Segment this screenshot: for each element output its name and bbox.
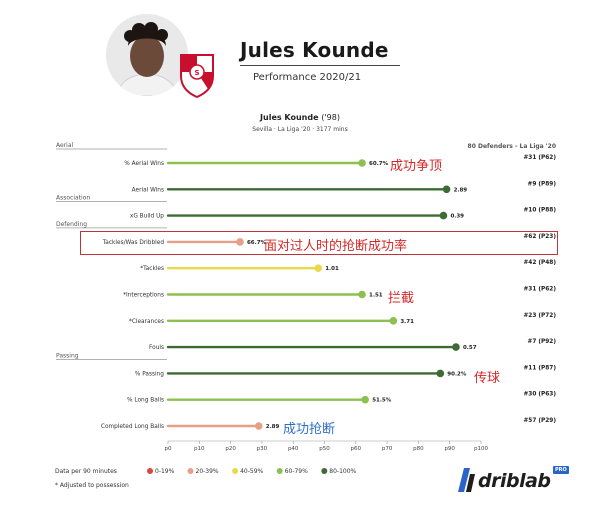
group-label: Aerial (56, 142, 74, 149)
rank-label: #31 (P62) (523, 287, 556, 293)
x-tick-label: p30 (257, 446, 268, 452)
annotation-interceptions: 拦截 (388, 291, 415, 306)
value-label: 0.39 (450, 214, 464, 220)
bar-end-dot (236, 238, 244, 246)
value-label: 90.2% (447, 371, 467, 377)
row-label: Aerial Wins (132, 187, 164, 193)
rank-label: #7 (P92) (527, 339, 556, 345)
annotation-completed-long-balls: 成功抢断 (283, 422, 336, 437)
annotation-passing: 传球 (474, 371, 501, 386)
legend-swatch (276, 468, 283, 474)
note-per90: Data per 90 minutes (55, 468, 117, 475)
value-label: 2.89 (454, 187, 468, 193)
value-label: 2.89 (266, 424, 280, 430)
legend-swatch (232, 468, 239, 474)
rank-label: #23 (P72) (523, 313, 556, 319)
row-label: Fouls (149, 345, 164, 351)
legend-label: 80-100% (329, 468, 356, 475)
group-label: Defending (56, 221, 87, 228)
rank-label: #31 (P62) (523, 155, 556, 161)
x-tick-label: p80 (413, 446, 424, 452)
row-label: % Long Balls (127, 398, 164, 404)
annotation-aerial-wins: 成功争顶 (390, 159, 443, 174)
bar-end-dot (314, 264, 323, 273)
driblab-logo-text: driblab (478, 470, 551, 492)
header-divider (240, 65, 400, 66)
x-tick-label: p90 (444, 446, 455, 452)
chart-player-name: Jules Kounde (260, 113, 319, 122)
x-tick-label: p0 (165, 446, 172, 452)
annotation-tackles-dribbled: 面对过人时的抢断成功率 (264, 239, 408, 254)
player-name-title: Jules Kounde (240, 38, 389, 62)
row-label: % Passing (135, 371, 164, 377)
highlight-box (80, 231, 558, 255)
rank-label: #30 (P63) (523, 392, 556, 398)
group-label: Association (56, 195, 90, 202)
sevilla-crest-icon: S (178, 52, 216, 99)
legend-swatch (321, 468, 328, 474)
rank-label: #10 (P88) (523, 208, 556, 214)
bar-end-dot (439, 211, 448, 220)
note-adjusted: * Adjusted to possession (55, 482, 129, 489)
bar-end-dot (254, 422, 263, 430)
group-label: Passing (56, 352, 79, 359)
bar-end-dot (361, 395, 369, 404)
x-tick-label: p20 (225, 446, 236, 452)
bar-end-dot (436, 369, 445, 378)
row-label: *Tackles (140, 266, 164, 272)
bar-end-dot (389, 317, 398, 325)
row-label: Completed Long Balls (101, 424, 164, 430)
bar-end-dot (452, 343, 460, 351)
bar-end-dot (358, 159, 366, 167)
player-photo (106, 14, 188, 96)
legend-label: 20-39% (196, 468, 219, 475)
legend-label: 40-59% (240, 468, 263, 475)
value-label: 66.7% (247, 240, 267, 246)
chart-player-year: ('98) (321, 113, 340, 122)
row-label: xG Build Up (130, 214, 164, 220)
rank-label: #62 (P23) (523, 234, 556, 240)
chart-title: Jules Kounde ('98) (0, 113, 600, 122)
legend-swatch (187, 468, 194, 474)
rank-label: #11 (P87) (523, 365, 556, 371)
driblab-pro-badge: PRO (553, 466, 569, 474)
bar-end-dot (358, 290, 366, 299)
row-label: % Aerial Wins (124, 161, 164, 167)
x-tick-label: p100 (474, 446, 488, 452)
legend-swatch (147, 468, 153, 474)
value-label: 1.51 (369, 293, 383, 299)
row-label: *Clearances (129, 319, 164, 325)
value-label: 0.57 (463, 345, 477, 351)
value-label: 3.71 (400, 319, 414, 325)
legend-label: 0-19% (155, 468, 175, 475)
x-tick-label: p70 (382, 446, 393, 452)
row-label: Tackles/Was Dribbled (102, 240, 165, 246)
x-tick-label: p40 (288, 446, 299, 452)
row-label: *Interceptions (123, 293, 164, 299)
rank-label: #57 (P29) (523, 418, 556, 424)
legend-label: 60-79% (285, 468, 308, 475)
peer-group-label: 80 Defenders - La Liga '20 (467, 143, 556, 150)
rank-label: #9 (P89) (527, 181, 556, 187)
x-tick-label: p60 (351, 446, 362, 452)
chart-subtitle: Sevilla · La Liga '20 · 3177 mins (252, 126, 348, 133)
driblab-logo-icon (458, 468, 475, 492)
bar-end-dot (442, 185, 451, 194)
rank-label: #42 (P48) (523, 260, 556, 266)
x-tick-label: p50 (319, 446, 330, 452)
x-tick-label: p10 (194, 446, 205, 452)
value-label: 51.5% (372, 398, 392, 404)
value-label: 1.01 (325, 266, 339, 272)
performance-subtitle: Performance 2020/21 (253, 72, 362, 83)
svg-text:S: S (194, 69, 199, 77)
value-label: 60.7% (369, 161, 389, 167)
